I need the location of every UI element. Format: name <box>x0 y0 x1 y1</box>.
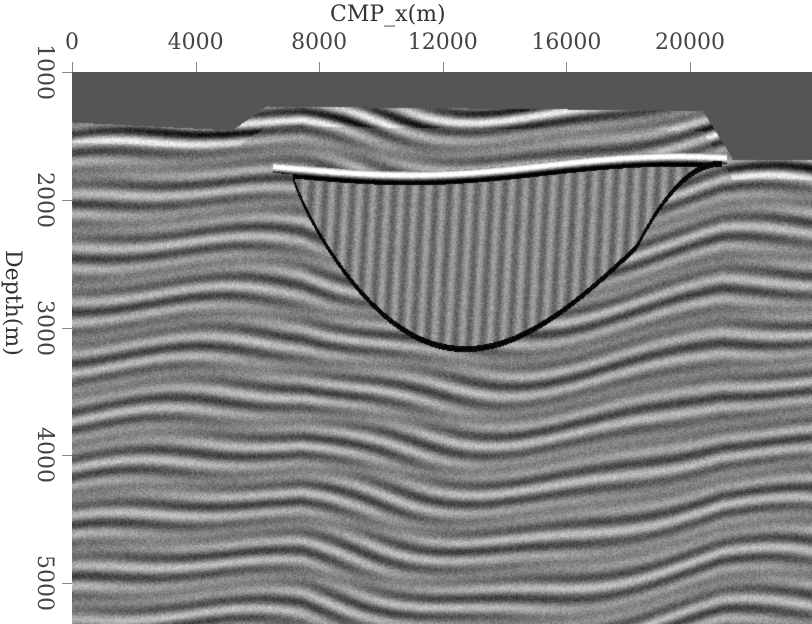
y-tick-mark <box>62 583 72 585</box>
y-tick-label: 3000 <box>32 299 57 356</box>
x-tick-mark <box>689 62 691 72</box>
y-tick-label: 1000 <box>32 44 57 100</box>
y-tick-label: 2000 <box>32 171 57 228</box>
x-tick-mark <box>195 62 197 72</box>
y-tick-mark <box>62 72 72 73</box>
y-tick-label: 4000 <box>32 427 57 484</box>
x-tick-label: 16000 <box>531 30 602 55</box>
x-tick-mark <box>442 62 444 72</box>
x-tick-label: 0 <box>65 30 79 55</box>
x-tick-mark <box>566 62 568 72</box>
x-tick-label: 20000 <box>654 30 725 55</box>
x-tick-mark <box>72 62 73 72</box>
x-axis-label: CMP_x(m) <box>330 2 446 27</box>
x-tick-label: 8000 <box>291 30 348 55</box>
y-tick-mark <box>62 199 72 201</box>
y-tick-label: 5000 <box>32 555 57 612</box>
y-axis-label: Depth(m) <box>0 250 25 356</box>
x-tick-label: 12000 <box>407 30 478 55</box>
x-tick-mark <box>319 62 321 72</box>
seismic-section-image <box>72 72 812 624</box>
y-tick-mark <box>62 327 72 329</box>
y-tick-mark <box>62 455 72 457</box>
x-tick-label: 4000 <box>167 30 224 55</box>
